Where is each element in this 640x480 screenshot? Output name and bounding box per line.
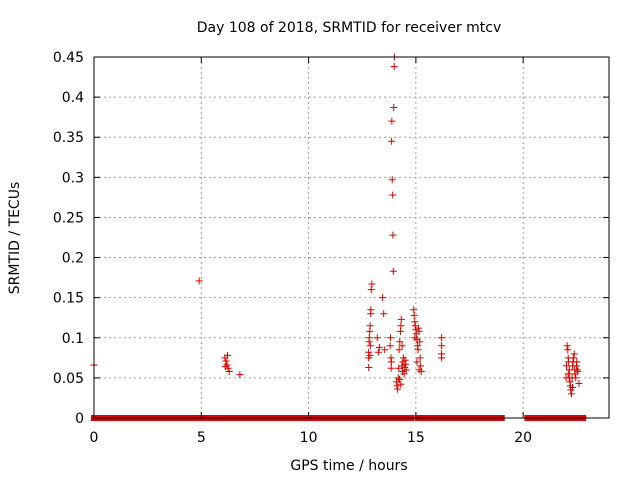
data-point <box>367 310 375 318</box>
data-point <box>394 374 402 382</box>
data-point <box>365 334 373 342</box>
data-point <box>400 370 408 378</box>
data-point <box>375 343 383 351</box>
data-point <box>195 277 203 285</box>
data-point <box>390 63 398 71</box>
data-point <box>387 364 395 372</box>
data-point <box>410 311 418 319</box>
data-point <box>223 361 231 369</box>
data-point <box>416 354 424 362</box>
data-point <box>374 348 382 356</box>
y-tick-label: 0.4 <box>62 90 84 106</box>
data-point <box>573 366 581 374</box>
data-point <box>366 342 374 350</box>
data-point <box>388 176 396 184</box>
x-axis-label: GPS time / hours <box>290 458 407 474</box>
y-axis-label: SRMTID / TECUs <box>7 182 23 295</box>
data-point <box>397 322 405 330</box>
data-point <box>402 360 410 368</box>
data-point <box>564 370 572 378</box>
data-point <box>574 367 582 375</box>
data-point <box>223 351 231 359</box>
data-point <box>415 327 423 335</box>
data-point <box>567 390 575 398</box>
grid-lines <box>94 57 609 418</box>
data-point <box>397 315 405 323</box>
data-point <box>570 354 578 362</box>
chart-title: Day 108 of 2018, SRMTID for receiver mtc… <box>197 20 502 36</box>
data-point <box>393 382 401 390</box>
x-tick-label: 20 <box>514 430 532 446</box>
data-point <box>388 117 396 125</box>
data-point <box>414 346 422 354</box>
data-point <box>438 354 446 362</box>
data-point <box>380 310 388 318</box>
y-tick-label: 0.45 <box>53 50 84 66</box>
data-point <box>415 366 423 374</box>
data-point <box>225 367 233 375</box>
y-tick-label: 0.15 <box>53 291 84 307</box>
data-point <box>381 346 389 354</box>
data-point <box>389 231 397 239</box>
axes: 0 0.05 0.1 0.15 0.2 0.25 0.3 0.35 0.4 0.45 0 5 10 15 2… <box>53 50 609 446</box>
data-point <box>221 363 229 371</box>
y-tick-label: 0.25 <box>53 210 84 226</box>
data-point <box>365 363 373 371</box>
data-point <box>563 342 571 350</box>
data-point <box>236 371 244 379</box>
data-point <box>417 362 425 370</box>
data-point <box>438 342 446 350</box>
y-tick-label: 0.2 <box>62 251 84 267</box>
data-point <box>411 334 419 342</box>
data-point <box>379 294 387 302</box>
data-point <box>416 338 424 346</box>
data-point <box>394 385 402 393</box>
x-tick-label: 15 <box>407 430 425 446</box>
data-point <box>366 351 374 359</box>
data-point <box>386 342 394 350</box>
data-point <box>395 346 403 354</box>
data-point <box>569 384 577 392</box>
data-point <box>396 375 404 383</box>
data-point <box>388 137 396 145</box>
x-tick-label: 10 <box>300 430 318 446</box>
data-point <box>414 324 422 332</box>
data-point <box>565 374 573 382</box>
x-tick-label: 0 <box>90 430 99 446</box>
data-points <box>90 53 583 398</box>
data-point <box>572 374 580 382</box>
data-point <box>390 104 398 112</box>
data-point <box>402 366 410 374</box>
data-point <box>413 358 421 366</box>
data-point <box>564 346 572 354</box>
data-point <box>397 380 405 388</box>
y-tick-label: 0 <box>75 411 84 427</box>
y-tick-label: 0.35 <box>53 130 84 146</box>
data-point <box>366 322 374 330</box>
data-point <box>365 348 373 356</box>
data-point <box>387 334 395 342</box>
data-point <box>373 334 381 342</box>
data-point <box>367 286 375 294</box>
y-tick-label: 0.05 <box>53 371 84 387</box>
x-tick-label: 5 <box>197 430 206 446</box>
data-point <box>396 338 404 346</box>
data-point <box>398 342 406 350</box>
y-tick-label: 0.3 <box>62 170 84 186</box>
data-point <box>387 358 395 366</box>
data-point <box>570 350 578 358</box>
data-point <box>389 191 397 199</box>
data-point <box>389 267 397 275</box>
data-point <box>368 280 376 288</box>
y-tick-label: 0.1 <box>62 331 84 347</box>
data-point <box>563 362 571 370</box>
data-point <box>438 334 446 342</box>
data-point <box>222 357 230 365</box>
plot-frame <box>93 56 610 419</box>
data-point <box>575 380 583 388</box>
data-point <box>573 358 581 366</box>
